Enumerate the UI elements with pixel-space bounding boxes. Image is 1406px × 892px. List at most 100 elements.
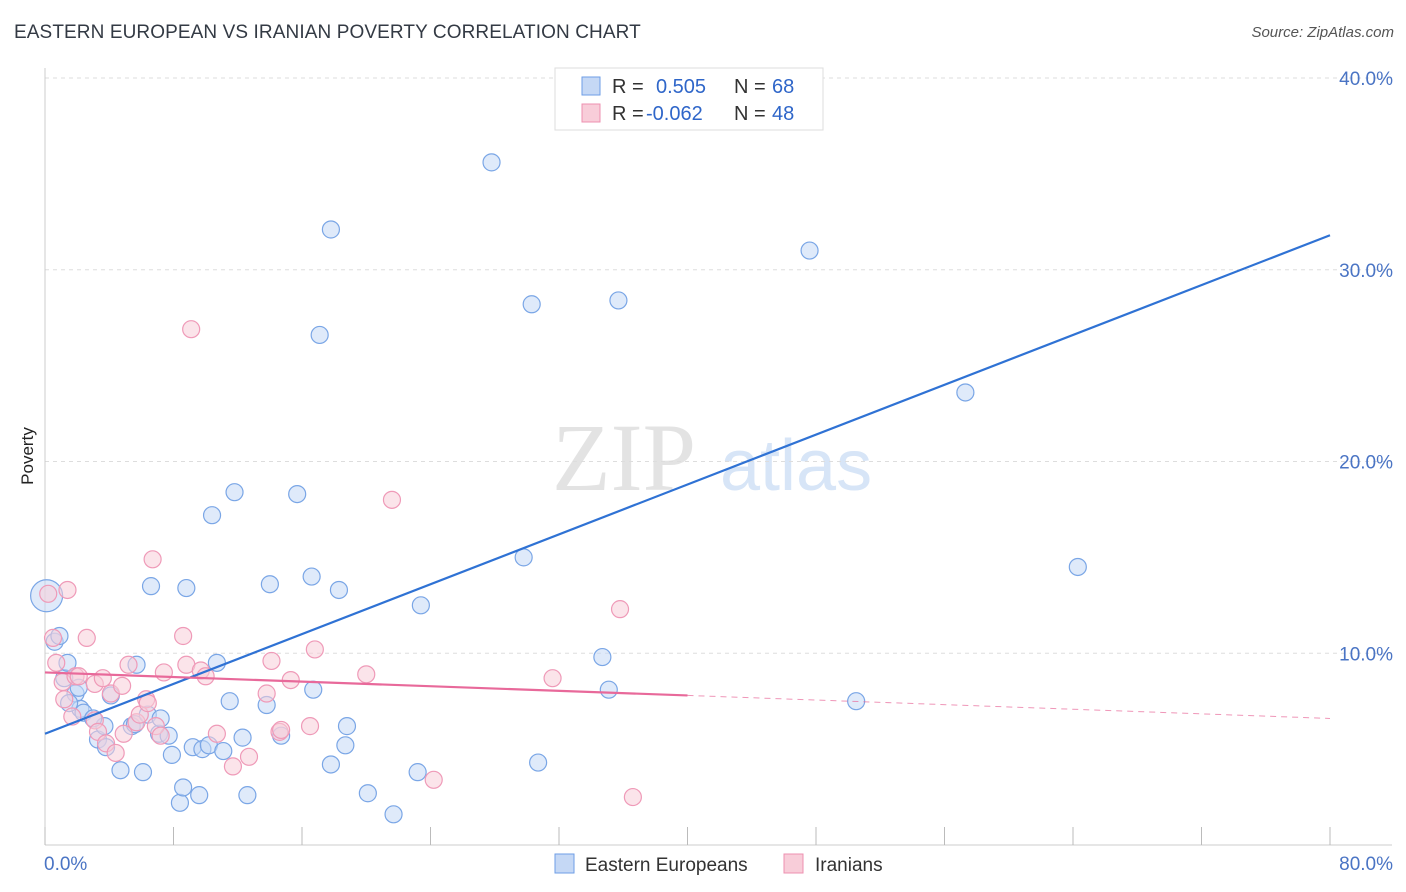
point-iranians <box>55 690 74 709</box>
trend-line-iranians <box>44 671 688 697</box>
point-iranians <box>151 726 170 745</box>
point-eastern-europeans <box>238 786 257 805</box>
point-eastern-europeans <box>609 291 628 310</box>
point-eastern-europeans <box>337 717 357 736</box>
point-iranians <box>610 600 630 619</box>
point-iranians <box>262 651 281 671</box>
point-iranians <box>207 724 226 743</box>
point-eastern-europeans <box>288 484 307 504</box>
point-iranians <box>58 580 77 600</box>
point-iranians <box>305 640 324 659</box>
legend-swatch-pink <box>581 103 601 123</box>
grid <box>45 77 1392 654</box>
point-eastern-europeans <box>220 692 239 711</box>
point-eastern-europeans <box>529 753 548 772</box>
y-axis-title: Poverty <box>18 427 37 485</box>
point-eastern-europeans <box>336 736 355 755</box>
legend-n-label-blue: N = <box>734 76 766 98</box>
legend-n-label-pink: N = <box>734 103 766 125</box>
point-iranians <box>257 684 276 703</box>
point-iranians <box>174 626 193 646</box>
y-tick-label: 30.0% <box>1339 261 1393 282</box>
axes <box>44 68 1392 846</box>
point-iranians <box>39 584 58 603</box>
point-iranians <box>382 490 402 509</box>
point-eastern-europeans <box>310 325 329 345</box>
point-eastern-europeans <box>482 153 501 172</box>
point-eastern-europeans <box>411 596 430 615</box>
point-eastern-europeans <box>162 745 181 764</box>
point-eastern-europeans <box>593 647 612 667</box>
y-tick-label: 40.0% <box>1339 69 1393 90</box>
point-eastern-europeans <box>1068 557 1087 577</box>
chart-title: EASTERN EUROPEAN VS IRANIAN POVERTY CORR… <box>14 22 641 43</box>
legend-r-value-pink: -0.062 <box>646 103 703 125</box>
legend-bottom-label-blue: Eastern Europeans <box>585 855 748 876</box>
legend-swatch-blue <box>581 76 601 96</box>
point-eastern-europeans <box>321 220 341 239</box>
point-eastern-europeans <box>800 241 819 260</box>
y-tick-label: 20.0% <box>1339 453 1393 474</box>
point-iranians <box>77 628 96 648</box>
point-eastern-europeans <box>329 580 349 600</box>
point-iranians <box>69 667 88 686</box>
point-eastern-europeans <box>304 680 323 699</box>
point-iranians <box>93 669 112 688</box>
point-eastern-europeans <box>302 567 321 586</box>
point-eastern-europeans <box>141 577 161 596</box>
legend-n-value-blue: 68 <box>772 76 794 98</box>
point-eastern-europeans <box>233 728 252 747</box>
point-iranians <box>272 720 291 740</box>
x-tick-label-max: 80.0% <box>1339 854 1393 875</box>
point-iranians <box>114 724 133 743</box>
point-eastern-europeans <box>111 761 130 780</box>
point-iranians <box>543 669 562 688</box>
point-iranians <box>623 787 642 807</box>
point-eastern-europeans <box>260 575 279 594</box>
legend-bottom-swatch-pink <box>783 853 804 874</box>
point-eastern-europeans <box>202 506 222 525</box>
point-eastern-europeans <box>174 778 193 797</box>
point-eastern-europeans <box>358 784 377 803</box>
y-tick-label: 10.0% <box>1339 644 1393 665</box>
point-eastern-europeans <box>190 786 209 805</box>
legend-bottom-label-pink: Iranians <box>815 855 883 876</box>
point-iranians <box>143 550 162 569</box>
trend-line-iranians-extrapolated <box>687 694 1331 719</box>
point-eastern-europeans <box>956 383 975 402</box>
source-label: Source: ZipAtlas.com <box>1251 24 1394 41</box>
point-eastern-europeans <box>599 680 618 699</box>
legend-r-label-blue: R = <box>612 76 644 98</box>
trend-lines <box>44 234 1331 735</box>
point-eastern-europeans <box>170 793 190 812</box>
x-tick-label-min: 0.0% <box>44 854 87 875</box>
point-eastern-europeans <box>321 755 341 774</box>
legend-r-value-blue: 0.505 <box>656 76 706 98</box>
point-iranians <box>106 743 125 763</box>
point-eastern-europeans <box>522 295 541 314</box>
legend-n-value-pink: 48 <box>772 103 794 125</box>
series-iranians <box>39 320 642 807</box>
point-iranians <box>357 665 376 684</box>
point-iranians <box>43 628 63 648</box>
legend-bottom-swatch-blue <box>554 853 575 874</box>
point-iranians <box>182 320 201 339</box>
point-iranians <box>154 663 173 682</box>
legend-r-label-pink: R = <box>612 103 644 125</box>
point-eastern-europeans <box>133 763 153 782</box>
watermark-atlas: atlas <box>720 426 872 506</box>
point-iranians <box>223 757 243 776</box>
point-eastern-europeans <box>384 805 403 824</box>
point-eastern-europeans <box>214 741 233 761</box>
point-iranians <box>424 770 443 789</box>
point-eastern-europeans <box>408 763 427 782</box>
tick-labels: 10.0% 20.0% 30.0% 40.0% 0.0% 80.0% <box>44 69 1393 875</box>
point-eastern-europeans <box>225 483 244 502</box>
point-iranians <box>112 676 132 695</box>
trend-line-eastern-europeans <box>44 234 1331 735</box>
point-iranians <box>47 653 66 672</box>
point-eastern-europeans <box>177 578 196 598</box>
point-iranians <box>119 655 138 674</box>
legend-bottom: Eastern Europeans Iranians <box>554 853 883 876</box>
